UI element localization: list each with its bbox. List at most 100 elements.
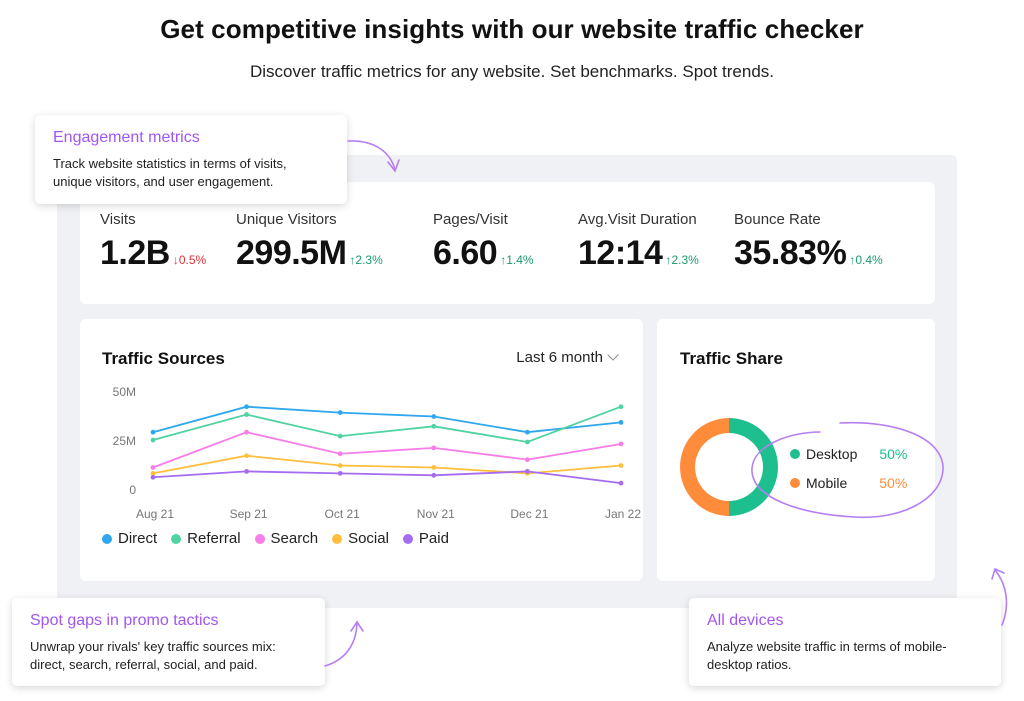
chart-legend: Direct Referral Search Social Paid: [102, 530, 449, 547]
legend-dot: [402, 533, 413, 544]
metric-value: 1.2B: [100, 234, 170, 272]
data-point-paid: [525, 469, 530, 474]
metric-value: 6.60: [433, 234, 498, 272]
legend-desktop: Desktop 50%: [790, 446, 907, 462]
desktop-dot: [790, 449, 800, 459]
traffic-sources-title: Traffic Sources: [102, 349, 225, 368]
callout-text: Analyze website traffic in terms of mobi…: [707, 639, 947, 672]
arrow-promo-icon: [324, 623, 358, 667]
metric-value: 35.83%: [734, 234, 847, 272]
metric-value: 12:14: [578, 234, 663, 272]
data-point-paid: [431, 472, 437, 478]
metric-change: ↑1.4%: [500, 253, 534, 267]
series-line-paid: [152, 470, 622, 485]
legend-desktop-value: 50%: [879, 446, 908, 462]
legend-mobile-label: Mobile: [806, 475, 848, 491]
donut-slice-mobile: [680, 418, 729, 516]
data-point-social: [431, 465, 437, 470]
data-point-search: [525, 457, 530, 463]
y-tick-label: 0: [129, 483, 136, 497]
legend-dot: [332, 533, 343, 544]
x-tick-label: Sep 21: [229, 507, 268, 521]
data-point-search: [150, 465, 156, 470]
metric-label: Pages/Visit: [433, 211, 508, 228]
mobile-dot: [790, 478, 800, 488]
data-point-social: [337, 463, 343, 468]
y-tick-label: 50M: [112, 385, 136, 399]
metric-change: ↑0.4%: [849, 253, 883, 267]
traffic-share-title: Traffic Share: [680, 349, 783, 368]
data-point-direct: [431, 414, 437, 419]
data-point-referral: [337, 433, 343, 439]
data-point-direct: [525, 429, 530, 435]
legend-item-referral: Referral: [171, 530, 241, 547]
legend-dot: [102, 533, 112, 544]
period-dropdown-label: Last 6 month: [516, 349, 603, 366]
data-point-search: [618, 441, 624, 447]
legend-item-direct: Direct: [102, 530, 157, 547]
data-point-search: [431, 445, 437, 451]
callout-devices: All devices Analyze website traffic in t…: [689, 598, 1001, 686]
data-point-direct: [618, 420, 624, 425]
metric-change: ↓0.5%: [172, 253, 207, 267]
x-tick-label: Dec 21: [510, 507, 549, 521]
page-headline: Get competitive insights with our websit…: [160, 14, 864, 44]
data-point-social: [244, 453, 250, 459]
legend-label: Referral: [187, 530, 241, 547]
metric-label: Bounce Rate: [734, 211, 821, 228]
callout-text: Unwrap your rivals' key traffic sources …: [30, 639, 276, 672]
legend-mobile-value: 50%: [879, 475, 908, 491]
x-tick-label: Jan 22: [604, 507, 642, 521]
x-tick-label: Oct 21: [324, 507, 360, 521]
data-point-direct: [244, 404, 250, 410]
data-point-paid: [244, 469, 250, 474]
callout-title: Spot gaps in promo tactics: [30, 612, 219, 629]
arrow-promo-head-icon: [350, 620, 364, 632]
legend-item-social: Social: [332, 530, 389, 547]
data-point-search: [244, 429, 250, 435]
data-point-paid: [618, 480, 624, 486]
data-point-social: [618, 463, 624, 468]
metric-label: Avg.Visit Duration: [578, 211, 697, 228]
y-tick-label: 25M: [112, 434, 136, 448]
traffic-sources-card: Traffic Sources Last 6 month 50M 25M 0 Aug…: [80, 319, 643, 581]
series-line-search: [152, 431, 622, 469]
traffic-sources-chart: [150, 404, 624, 486]
data-point-referral: [431, 423, 437, 429]
callout-promo: Spot gaps in promo tactics Unwrap your r…: [12, 598, 325, 686]
donut-slice-desktop: [729, 418, 778, 516]
data-point-referral: [618, 404, 624, 410]
x-tick-label: Nov 21: [416, 507, 455, 521]
x-tick-label: Aug 21: [135, 507, 175, 521]
legend-label: Search: [270, 530, 319, 547]
series-line-social: [152, 454, 622, 475]
period-dropdown[interactable]: Last 6 month: [516, 349, 619, 366]
page-subheadline: Discover traffic metrics for any website…: [249, 62, 775, 81]
legend-desktop-label: Desktop: [806, 446, 858, 462]
callout-title: All devices: [707, 612, 784, 629]
legend-mobile: Mobile 50%: [790, 475, 907, 491]
callout-title: Engagement metrics: [53, 129, 200, 146]
data-point-referral: [150, 437, 156, 443]
series-line-direct: [152, 405, 622, 434]
data-point-social: [150, 470, 156, 476]
metric-change: ↑2.3%: [665, 253, 699, 267]
data-point-referral: [244, 412, 250, 417]
data-point-referral: [525, 439, 530, 445]
legend-label: Direct: [118, 530, 158, 547]
metric-label: Unique Visitors: [236, 211, 337, 228]
series-line-referral: [152, 405, 622, 443]
metric-label: Visits: [100, 211, 136, 228]
metric-change: ↑2.3%: [349, 253, 383, 267]
arrow-devices-head-icon: [991, 567, 1005, 580]
data-point-paid: [150, 474, 156, 480]
data-point-direct: [337, 410, 343, 415]
callout-text: Track website statistics in terms of vis…: [53, 156, 287, 189]
legend-dot: [254, 533, 265, 544]
legend-item-paid: Paid: [402, 530, 449, 547]
traffic-share-card: Traffic Share Desktop 50% Mobile 50%: [657, 319, 935, 581]
data-point-search: [337, 451, 343, 457]
callout-engagement: Engagement metrics Track website statist…: [35, 115, 347, 204]
data-point-direct: [150, 429, 156, 435]
data-point-paid: [337, 470, 343, 476]
